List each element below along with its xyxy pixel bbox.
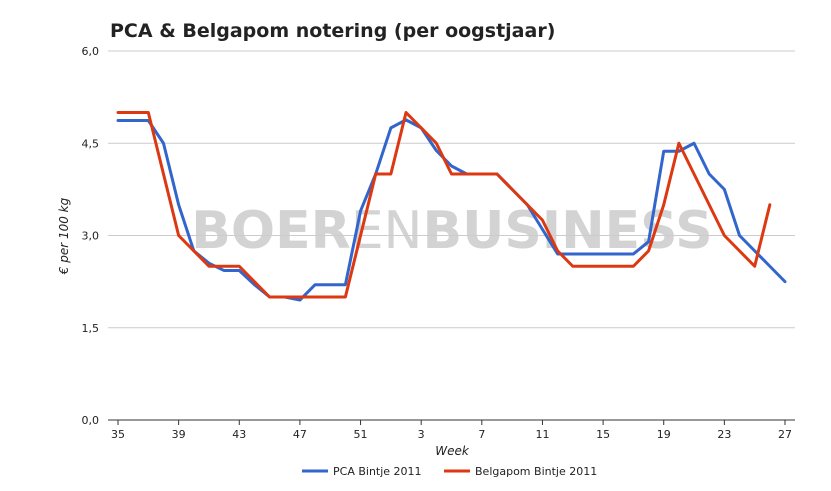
- svg-text:BOERENBUSINESS: BOERENBUSINESS: [191, 201, 712, 261]
- watermark-bold-start: BOER: [191, 201, 350, 261]
- x-tick-label: 19: [657, 428, 671, 441]
- y-tick-label: 0,0: [82, 414, 100, 427]
- y-tick-label: 6,0: [82, 45, 100, 58]
- chart-title: PCA & Belgapom notering (per oogstjaar): [110, 20, 555, 42]
- x-axis-label: Week: [435, 444, 470, 458]
- x-tick-label: 23: [717, 428, 731, 441]
- y-axis-ticks: 0,0 1,5 3,0 4,5 6,0: [82, 45, 100, 427]
- watermark-bold-end: BUSINESS: [422, 201, 712, 261]
- x-tick-label: 7: [478, 428, 485, 441]
- legend-label-belgapom: Belgapom Bintje 2011: [475, 465, 597, 478]
- series-lines: [116, 111, 787, 302]
- x-tick-label: 47: [293, 428, 307, 441]
- series-line-belgapom: [116, 111, 772, 299]
- x-tick-label: 15: [596, 428, 610, 441]
- x-tick-label: 11: [535, 428, 549, 441]
- y-tick-label: 3,0: [82, 230, 100, 243]
- y-axis-label: € per 100 kg: [57, 197, 71, 275]
- legend-label-pca: PCA Bintje 2011: [333, 465, 422, 478]
- x-tick-label: 39: [172, 428, 186, 441]
- gridlines: [108, 50, 795, 421]
- y-tick-label: 1,5: [82, 322, 100, 335]
- watermark: BOERENBUSINESS: [191, 201, 712, 261]
- x-tick-label: 43: [232, 428, 246, 441]
- x-tick-label: 51: [354, 428, 368, 441]
- series-line-pca: [116, 118, 787, 302]
- x-tick-label: 27: [778, 428, 792, 441]
- x-axis-ticks: 35 39 43 47 51 3 7 11 15 19 23 27: [111, 420, 792, 441]
- y-tick-label: 4,5: [82, 137, 100, 150]
- x-tick-label: 35: [111, 428, 125, 441]
- legend: PCA Bintje 2011 Belgapom Bintje 2011: [302, 465, 597, 478]
- x-tick-label: 3: [418, 428, 425, 441]
